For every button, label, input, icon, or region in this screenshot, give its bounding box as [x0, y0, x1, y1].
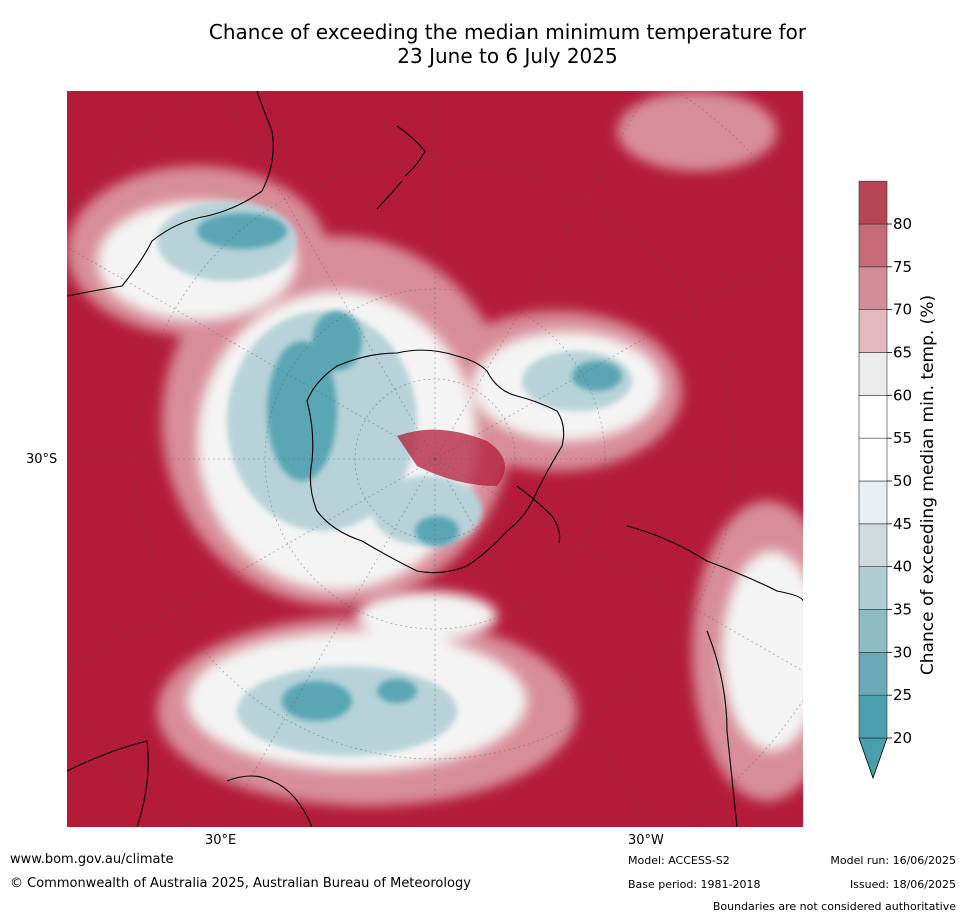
longitude-label-west: 30°W	[628, 833, 664, 848]
colorbar-tick-label: 30	[893, 643, 912, 661]
copyright-text: © Commonwealth of Australia 2025, Austra…	[10, 876, 471, 891]
probability-field-teal	[197, 213, 622, 721]
colorbar-bin	[858, 395, 888, 439]
graticule	[67, 91, 803, 827]
africa-coast	[67, 740, 149, 827]
colorbar: 20 25 30 35 40 45 50 55 60 65 70 75 80	[855, 180, 965, 790]
antarctica-coast	[306, 349, 565, 574]
colorbar-tick-label: 75	[893, 258, 912, 276]
colorbar-bin	[858, 609, 888, 653]
colorbar-tick-label: 60	[893, 386, 912, 404]
colorbar-tick-label: 25	[893, 686, 912, 704]
south-america-west-coast	[706, 630, 738, 827]
colorbar-tick-label: 20	[893, 729, 912, 747]
model-label: Model: ACCESS-S2	[628, 854, 730, 867]
colorbar-title: Chance of exceeding median min. temp. (%…	[918, 294, 938, 676]
colorbar-extend-low	[858, 737, 888, 780]
model-run-label: Model run: 16/06/2025	[830, 854, 956, 867]
antarctic-red-patch	[397, 429, 505, 486]
coastlines	[67, 91, 803, 827]
south-america-coast	[626, 525, 803, 602]
longitude-label-east: 30°E	[205, 833, 237, 848]
colorbar-bin	[858, 566, 888, 610]
latitude-label: 30°S	[26, 452, 58, 467]
colorbar-tick-label: 50	[893, 472, 912, 490]
antarctic-peninsula	[516, 485, 561, 544]
title-line-2: 23 June to 6 July 2025	[397, 44, 618, 68]
colorbar-bin	[858, 523, 888, 567]
colorbar-bin	[858, 309, 888, 353]
colorbar-tick-label: 70	[893, 301, 912, 319]
colorbar-bin	[858, 694, 888, 739]
colorbar-tick-label: 55	[893, 429, 912, 447]
issued-label: Issued: 18/06/2025	[849, 878, 956, 891]
colorbar-bin	[858, 180, 888, 225]
colorbar-bin	[858, 223, 888, 268]
new-zealand-south	[376, 180, 403, 210]
base-period-label: Base period: 1981-2018	[628, 878, 761, 891]
madagascar	[226, 775, 313, 827]
chart-title: Chance of exceeding the median minimum t…	[0, 20, 965, 68]
colorbar-bin	[858, 352, 888, 396]
title-line-1: Chance of exceeding the median minimum t…	[208, 20, 807, 44]
boundaries-note: Boundaries are not considered authoritat…	[712, 900, 956, 913]
new-zealand-north	[396, 125, 426, 177]
website-link[interactable]: www.bom.gov.au/climate	[10, 852, 174, 867]
polar-map	[67, 91, 803, 827]
colorbar-bin	[858, 480, 888, 525]
australia-coast	[67, 91, 274, 297]
colorbar-tick-label: 80	[893, 215, 912, 233]
colorbar-bin	[858, 437, 888, 482]
colorbar-tick-label: 65	[893, 344, 912, 362]
colorbar-tick-label: 35	[893, 601, 912, 619]
colorbar-tick-label: 45	[893, 515, 912, 533]
colorbar-tick-label: 40	[893, 558, 912, 576]
colorbar-bin	[858, 652, 888, 696]
colorbar-bin	[858, 266, 888, 310]
